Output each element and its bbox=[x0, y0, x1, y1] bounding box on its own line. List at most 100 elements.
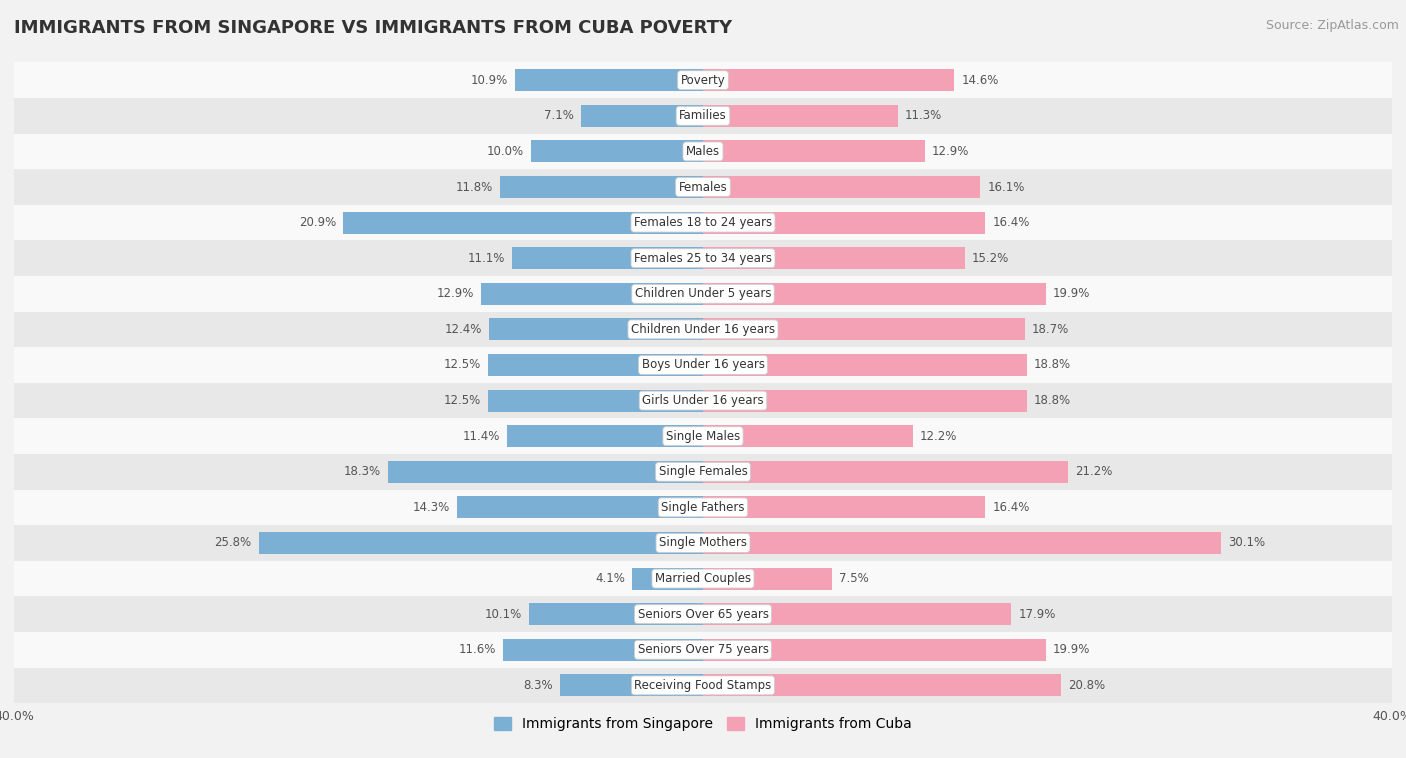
Text: Children Under 5 years: Children Under 5 years bbox=[634, 287, 772, 300]
Text: Receiving Food Stamps: Receiving Food Stamps bbox=[634, 679, 772, 692]
Bar bbox=[531, 140, 703, 162]
Bar bbox=[488, 354, 703, 376]
Text: 8.3%: 8.3% bbox=[523, 679, 553, 692]
Bar bbox=[703, 69, 955, 91]
Text: 18.7%: 18.7% bbox=[1032, 323, 1069, 336]
Bar bbox=[343, 211, 703, 233]
Text: 14.3%: 14.3% bbox=[412, 501, 450, 514]
Bar bbox=[633, 568, 703, 590]
Text: IMMIGRANTS FROM SINGAPORE VS IMMIGRANTS FROM CUBA POVERTY: IMMIGRANTS FROM SINGAPORE VS IMMIGRANTS … bbox=[14, 19, 733, 37]
Bar bbox=[703, 390, 1026, 412]
Text: 16.4%: 16.4% bbox=[993, 216, 1029, 229]
Text: 10.0%: 10.0% bbox=[486, 145, 524, 158]
Text: 18.8%: 18.8% bbox=[1033, 359, 1071, 371]
Text: 12.9%: 12.9% bbox=[932, 145, 970, 158]
Bar bbox=[703, 461, 1069, 483]
Bar bbox=[14, 240, 1392, 276]
Text: Females 18 to 24 years: Females 18 to 24 years bbox=[634, 216, 772, 229]
Bar bbox=[512, 247, 703, 269]
Text: 15.2%: 15.2% bbox=[972, 252, 1010, 265]
Bar bbox=[14, 205, 1392, 240]
Text: 12.2%: 12.2% bbox=[920, 430, 957, 443]
Text: 21.2%: 21.2% bbox=[1076, 465, 1112, 478]
Bar bbox=[703, 639, 1046, 661]
Bar bbox=[489, 318, 703, 340]
Bar bbox=[14, 62, 1392, 98]
Bar bbox=[515, 69, 703, 91]
Bar bbox=[14, 418, 1392, 454]
Text: 12.5%: 12.5% bbox=[443, 394, 481, 407]
Bar bbox=[703, 211, 986, 233]
Bar bbox=[388, 461, 703, 483]
Text: 4.1%: 4.1% bbox=[596, 572, 626, 585]
Bar bbox=[506, 425, 703, 447]
Bar bbox=[703, 568, 832, 590]
Text: 30.1%: 30.1% bbox=[1229, 537, 1265, 550]
Text: Girls Under 16 years: Girls Under 16 years bbox=[643, 394, 763, 407]
Bar bbox=[14, 276, 1392, 312]
Text: 16.4%: 16.4% bbox=[993, 501, 1029, 514]
Text: 14.6%: 14.6% bbox=[962, 74, 998, 86]
Text: 7.1%: 7.1% bbox=[544, 109, 574, 122]
Text: Single Fathers: Single Fathers bbox=[661, 501, 745, 514]
Text: 16.1%: 16.1% bbox=[987, 180, 1025, 193]
Legend: Immigrants from Singapore, Immigrants from Cuba: Immigrants from Singapore, Immigrants fr… bbox=[489, 712, 917, 737]
Text: Families: Families bbox=[679, 109, 727, 122]
Text: Females: Females bbox=[679, 180, 727, 193]
Bar bbox=[14, 525, 1392, 561]
Bar bbox=[14, 561, 1392, 597]
Text: 18.8%: 18.8% bbox=[1033, 394, 1071, 407]
Bar bbox=[560, 675, 703, 697]
Bar bbox=[14, 169, 1392, 205]
Bar bbox=[703, 318, 1025, 340]
Text: Single Females: Single Females bbox=[658, 465, 748, 478]
Bar bbox=[14, 347, 1392, 383]
Text: 18.3%: 18.3% bbox=[344, 465, 381, 478]
Text: Source: ZipAtlas.com: Source: ZipAtlas.com bbox=[1265, 19, 1399, 32]
Text: Married Couples: Married Couples bbox=[655, 572, 751, 585]
Text: Seniors Over 65 years: Seniors Over 65 years bbox=[637, 608, 769, 621]
Text: 11.3%: 11.3% bbox=[904, 109, 942, 122]
Bar bbox=[499, 176, 703, 198]
Text: 12.4%: 12.4% bbox=[446, 323, 482, 336]
Text: 20.9%: 20.9% bbox=[299, 216, 336, 229]
Bar bbox=[14, 597, 1392, 632]
Bar bbox=[529, 603, 703, 625]
Bar bbox=[703, 603, 1011, 625]
Text: 25.8%: 25.8% bbox=[215, 537, 252, 550]
Bar bbox=[457, 496, 703, 518]
Text: 10.1%: 10.1% bbox=[485, 608, 522, 621]
Bar bbox=[14, 133, 1392, 169]
Bar bbox=[703, 496, 986, 518]
Text: 12.9%: 12.9% bbox=[436, 287, 474, 300]
Text: 19.9%: 19.9% bbox=[1053, 287, 1090, 300]
Bar bbox=[481, 283, 703, 305]
Bar bbox=[703, 675, 1062, 697]
Bar bbox=[14, 632, 1392, 668]
Bar bbox=[14, 668, 1392, 703]
Bar bbox=[703, 283, 1046, 305]
Bar bbox=[703, 176, 980, 198]
Text: 10.9%: 10.9% bbox=[471, 74, 509, 86]
Text: 11.4%: 11.4% bbox=[463, 430, 499, 443]
Bar bbox=[703, 247, 965, 269]
Text: Seniors Over 75 years: Seniors Over 75 years bbox=[637, 644, 769, 656]
Bar bbox=[14, 98, 1392, 133]
Text: 11.1%: 11.1% bbox=[468, 252, 505, 265]
Bar bbox=[703, 425, 912, 447]
Text: 12.5%: 12.5% bbox=[443, 359, 481, 371]
Bar bbox=[703, 140, 925, 162]
Bar bbox=[14, 383, 1392, 418]
Text: 11.8%: 11.8% bbox=[456, 180, 494, 193]
Bar bbox=[703, 532, 1222, 554]
Bar bbox=[703, 105, 897, 127]
Text: 11.6%: 11.6% bbox=[458, 644, 496, 656]
Text: Males: Males bbox=[686, 145, 720, 158]
Bar bbox=[259, 532, 703, 554]
Text: 20.8%: 20.8% bbox=[1069, 679, 1105, 692]
Bar bbox=[14, 490, 1392, 525]
Text: Children Under 16 years: Children Under 16 years bbox=[631, 323, 775, 336]
Bar bbox=[488, 390, 703, 412]
Text: Single Mothers: Single Mothers bbox=[659, 537, 747, 550]
Bar bbox=[581, 105, 703, 127]
